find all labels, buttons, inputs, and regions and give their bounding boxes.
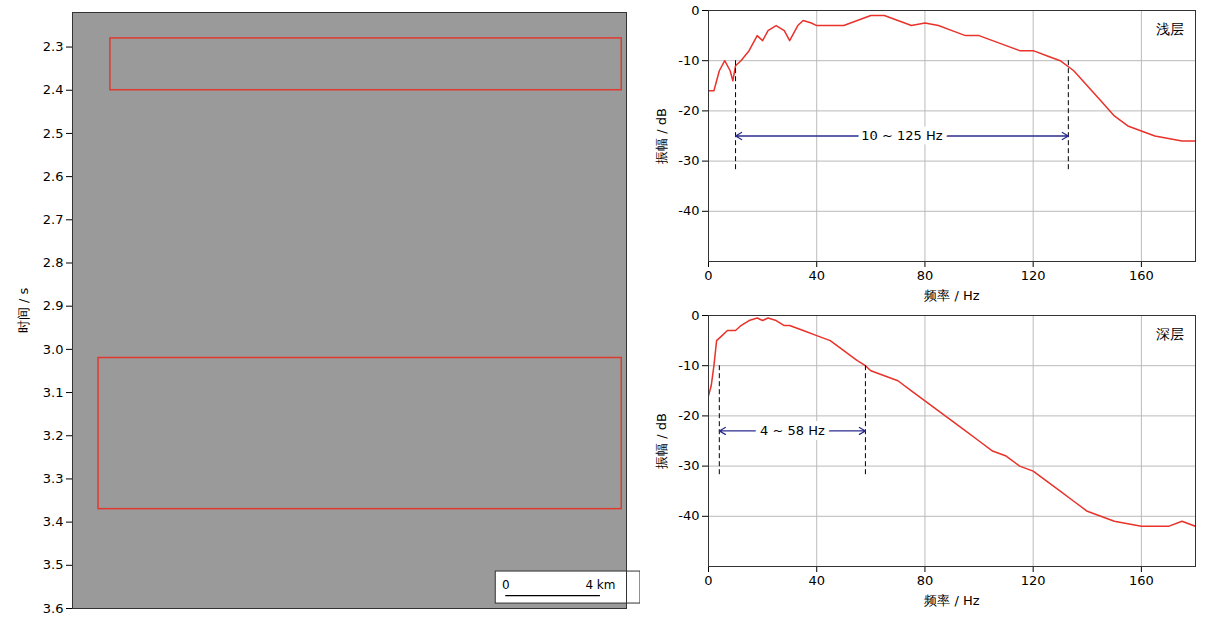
svg-text:3.1: 3.1 xyxy=(43,385,64,400)
svg-text:-40: -40 xyxy=(678,508,699,523)
svg-text:-20: -20 xyxy=(678,408,699,423)
svg-text:2.9: 2.9 xyxy=(43,298,64,313)
svg-text:4 km: 4 km xyxy=(585,578,615,592)
svg-text:浅层: 浅层 xyxy=(1156,21,1184,37)
svg-text:0: 0 xyxy=(704,573,712,588)
svg-text:2.8: 2.8 xyxy=(43,255,64,270)
svg-text:深层: 深层 xyxy=(1156,326,1184,342)
svg-text:频率 / Hz: 频率 / Hz xyxy=(924,288,979,303)
svg-text:3.2: 3.2 xyxy=(43,428,64,443)
svg-text:3.6: 3.6 xyxy=(43,601,64,616)
svg-text:0: 0 xyxy=(502,578,510,592)
svg-text:-10: -10 xyxy=(678,358,699,373)
svg-text:40: 40 xyxy=(808,573,825,588)
svg-text:振幅 / dB: 振幅 / dB xyxy=(654,108,669,164)
svg-text:2.7: 2.7 xyxy=(43,212,64,227)
svg-text:2.4: 2.4 xyxy=(43,82,64,97)
svg-text:80: 80 xyxy=(917,573,934,588)
svg-text:-10: -10 xyxy=(678,53,699,68)
svg-text:-30: -30 xyxy=(678,153,699,168)
svg-text:0: 0 xyxy=(691,308,699,323)
svg-text:时间 / s: 时间 / s xyxy=(16,288,31,334)
svg-text:80: 80 xyxy=(917,268,934,283)
svg-text:2.3: 2.3 xyxy=(43,39,64,54)
svg-text:3.0: 3.0 xyxy=(43,342,64,357)
svg-text:振幅 / dB: 振幅 / dB xyxy=(654,413,669,469)
svg-text:3.5: 3.5 xyxy=(43,557,64,572)
svg-text:2.6: 2.6 xyxy=(43,169,64,184)
svg-text:-30: -30 xyxy=(678,458,699,473)
svg-text:160: 160 xyxy=(1129,573,1154,588)
svg-text:40: 40 xyxy=(808,268,825,283)
svg-text:0: 0 xyxy=(691,3,699,18)
svg-text:-20: -20 xyxy=(678,103,699,118)
svg-text:3.4: 3.4 xyxy=(43,514,64,529)
svg-text:4 ~ 58 Hz: 4 ~ 58 Hz xyxy=(760,423,825,438)
svg-text:频率 / Hz: 频率 / Hz xyxy=(924,593,979,608)
svg-text:-40: -40 xyxy=(678,203,699,218)
svg-text:0: 0 xyxy=(704,268,712,283)
svg-text:2.5: 2.5 xyxy=(43,126,64,141)
svg-text:3.3: 3.3 xyxy=(43,471,64,486)
svg-text:160: 160 xyxy=(1129,268,1154,283)
svg-text:120: 120 xyxy=(1021,268,1046,283)
svg-text:10 ~ 125 Hz: 10 ~ 125 Hz xyxy=(861,128,942,143)
svg-text:120: 120 xyxy=(1021,573,1046,588)
